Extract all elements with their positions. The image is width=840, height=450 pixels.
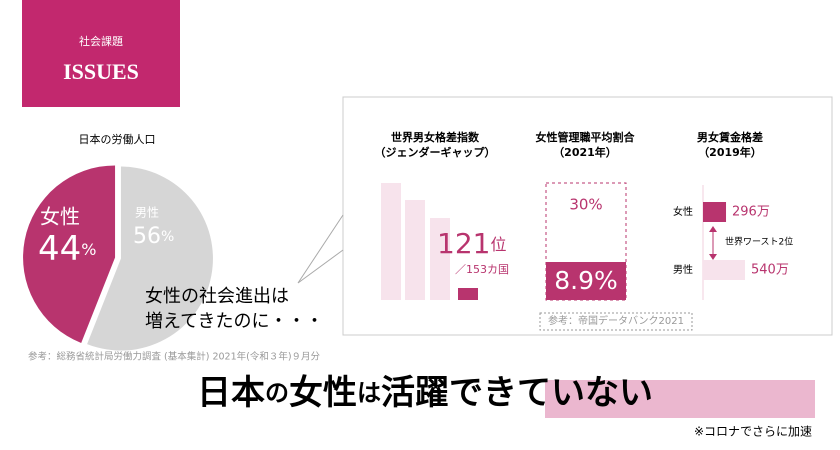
rank: 121位 xyxy=(437,227,506,260)
wage-value: 540万 xyxy=(751,263,789,278)
arrow-head xyxy=(709,226,717,232)
pie-value: 44% xyxy=(38,229,96,269)
wage-label: 男性 xyxy=(673,263,693,276)
header-box xyxy=(22,0,180,107)
panel-title: 世界男女格差指数 xyxy=(391,130,480,144)
unit: % xyxy=(81,240,96,259)
panel-title: （2021年） xyxy=(553,145,617,159)
callout-line: 女性の社会進出は xyxy=(145,286,289,307)
actual-label: 8.9% xyxy=(554,266,618,295)
selection-box xyxy=(539,312,693,331)
panel-title: （2019年） xyxy=(698,145,762,159)
deco-bar xyxy=(405,200,425,300)
headline: 日本の女性は活躍できていない xyxy=(197,373,653,413)
highlight xyxy=(545,380,815,418)
panel-title: 男女賃金格差 xyxy=(697,130,763,144)
wage-bar xyxy=(703,260,745,280)
callout-pointer xyxy=(297,214,344,284)
deco-bar xyxy=(458,288,478,300)
panel-title: （ジェンダーギャップ） xyxy=(375,145,496,159)
callout-line: 増えてきたのに・・・ xyxy=(145,311,324,332)
actual-bar xyxy=(546,262,626,300)
footnote: ※コロナでさらに加速 xyxy=(694,425,812,439)
panel-title: 女性管理職平均割合 xyxy=(536,130,636,144)
pie-slice xyxy=(87,166,213,351)
panel-source: 参考：帝国データバンク2021 xyxy=(548,314,684,327)
wage-bar xyxy=(703,202,727,222)
unit: % xyxy=(161,229,174,245)
value: 44 xyxy=(38,229,81,269)
wage-note: 世界ワースト2位 xyxy=(725,236,793,248)
header-subtitle: 社会課題 xyxy=(79,34,123,48)
pie-title: 日本の労働人口 xyxy=(79,132,156,146)
pie-slice xyxy=(23,165,116,343)
pie-value: 56% xyxy=(133,224,174,249)
deco-bar xyxy=(430,218,450,300)
deco-bar xyxy=(381,183,401,300)
target-label: 30% xyxy=(569,196,602,214)
wage-value: 296万 xyxy=(732,205,770,220)
pie-label: 男性 xyxy=(135,206,159,220)
header-title: ISSUES xyxy=(63,59,139,84)
pie-label: 女性 xyxy=(40,205,80,229)
value: 56 xyxy=(133,224,161,249)
arrow-head xyxy=(709,254,717,260)
source: 参考：総務省統計局労働力調査 (基本集計) 2021年(令和３年)９月分 xyxy=(28,351,321,363)
wage-label: 女性 xyxy=(673,205,693,218)
rank-total: ／153カ国 xyxy=(455,263,509,276)
